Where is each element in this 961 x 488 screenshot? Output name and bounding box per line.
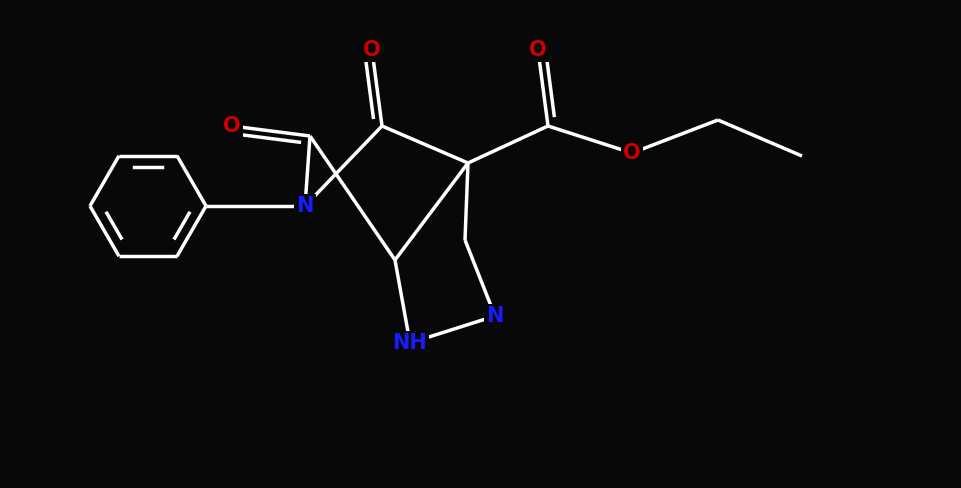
Text: NH: NH xyxy=(392,333,427,353)
Text: O: O xyxy=(363,40,381,60)
Text: N: N xyxy=(296,196,313,216)
Text: N: N xyxy=(486,306,504,326)
Text: O: O xyxy=(223,116,240,136)
Text: O: O xyxy=(623,143,640,163)
Text: O: O xyxy=(529,40,546,60)
